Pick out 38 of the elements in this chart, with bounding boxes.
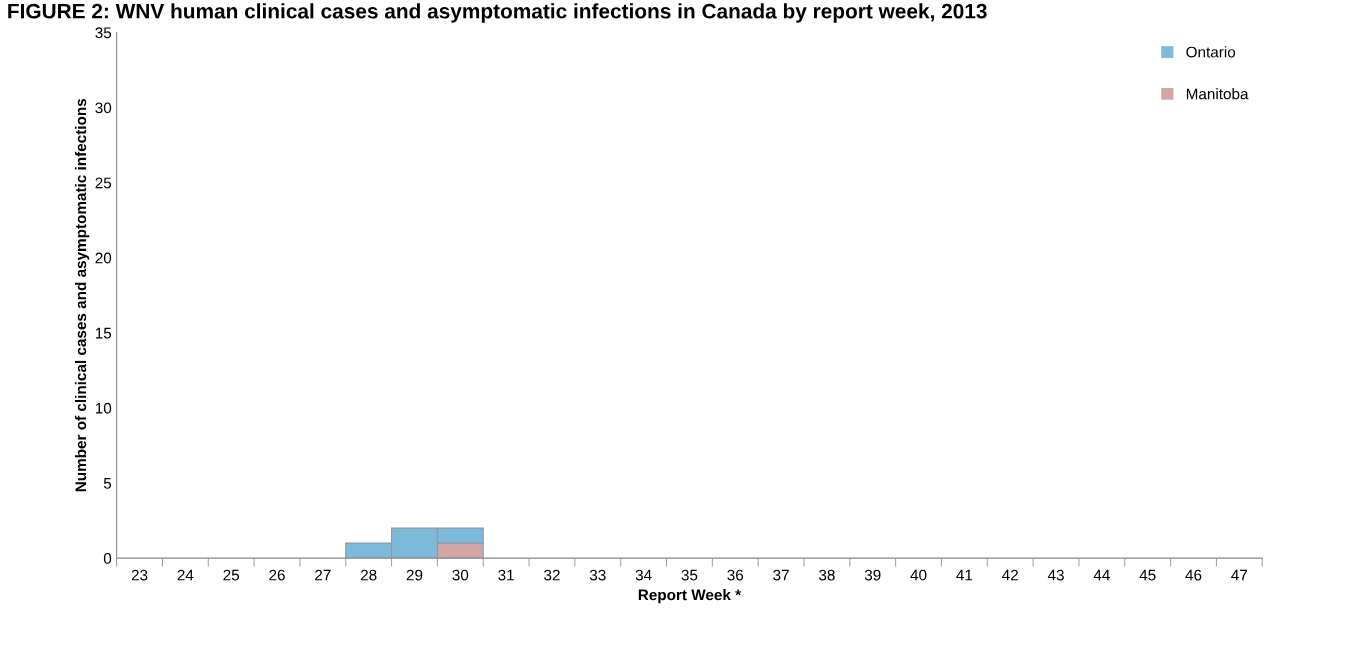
x-tick-label: 39 [864, 569, 881, 581]
y-tick-label: 0 [103, 553, 112, 564]
chart-title: FIGURE 2: WNV human clinical cases and asymptomatic infections in Canada by report week, 2013 [8, 3, 987, 23]
x-tick-label: 27 [315, 569, 331, 581]
x-tick-label: 24 [177, 569, 194, 581]
x-tick-label: 47 [1231, 569, 1248, 581]
legend-label: Manitoba [1186, 88, 1249, 100]
x-tick-label: 29 [406, 569, 423, 581]
x-tick-label: 45 [1139, 569, 1156, 581]
x-tick-label: 43 [1047, 569, 1064, 581]
x-tick-label: 46 [1185, 569, 1202, 581]
x-axis-title: Report Week * [638, 589, 742, 604]
x-tick-label: 32 [544, 569, 560, 581]
x-tick-label: 36 [727, 569, 744, 581]
x-tick-label: 40 [910, 569, 927, 581]
y-tick-label: 15 [95, 327, 112, 339]
y-tick-label: 10 [95, 402, 112, 414]
y-tick-label: 25 [95, 177, 112, 189]
y-tick-label: 20 [95, 252, 112, 264]
x-tick-label: 31 [498, 569, 514, 581]
legend-label: Ontario [1186, 46, 1236, 58]
x-tick-label: 44 [1093, 569, 1110, 581]
x-tick-label: 33 [589, 569, 606, 581]
x-tick-label: 23 [131, 569, 148, 581]
x-tick-label: 25 [223, 569, 240, 581]
x-tick-label: 38 [818, 569, 835, 581]
x-tick-label: 41 [956, 569, 973, 581]
x-tick-label: 34 [635, 569, 652, 581]
x-tick-label: 37 [773, 569, 789, 581]
x-tick-label: 42 [1002, 569, 1018, 581]
x-tick-label: 26 [269, 569, 285, 581]
x-tick-label: 35 [681, 569, 698, 581]
x-tick-label: 30 [452, 569, 469, 581]
y-tick-label: 35 [95, 27, 112, 39]
x-tick-label: 28 [360, 569, 377, 581]
y-axis-title: Number of clinical cases and asymptomatic infections [74, 98, 90, 492]
y-tick-label: 5 [103, 478, 112, 489]
y-tick-label: 30 [95, 102, 112, 114]
